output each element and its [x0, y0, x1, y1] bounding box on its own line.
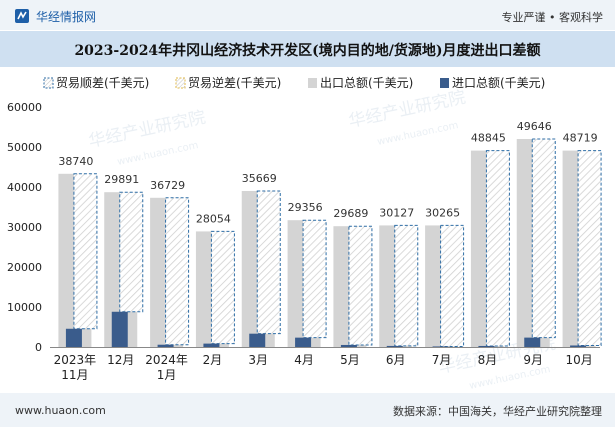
y-tick-label: 50000 [7, 141, 42, 154]
data-label: 30265 [425, 206, 460, 219]
x-tick-label: 12月 [107, 353, 134, 367]
import-bar [524, 337, 541, 347]
x-tick-label: 10月 [565, 353, 592, 367]
surplus-bar [119, 191, 144, 313]
import-bar [203, 343, 220, 347]
surplus-bar [210, 230, 235, 345]
legend: 贸易顺差(千美元) 贸易逆差(千美元) 出口总额(千美元) 进口总额(千美元) [43, 75, 545, 90]
legend-label: 贸易逆差(千美元) [188, 75, 281, 90]
watermark-url: www.huaon.com [376, 120, 459, 148]
huajing-logo-icon [15, 9, 29, 23]
chart-title: 2023-2024年井冈山经济技术开发区(境内目的地/货源地)月度进出口差额 [74, 43, 541, 59]
tagline: 专业严谨 • 客观科学 [501, 11, 603, 24]
x-tick-label: 2024年 [145, 353, 188, 367]
data-label: 38740 [58, 155, 93, 168]
data-label: 35669 [242, 172, 277, 185]
y-tick-label: 30000 [7, 221, 42, 234]
import-bar [478, 345, 495, 347]
y-tick-label: 20000 [7, 261, 42, 274]
brand-name: 华经情报网 [36, 10, 97, 24]
import-bar [295, 337, 312, 347]
data-label: 48719 [563, 132, 598, 145]
bar-group: 38740 29891 36729 28054 35669 29356 29689 30127… [58, 120, 602, 347]
import-bar [157, 344, 174, 347]
data-label: 29891 [104, 173, 139, 186]
import-bar [570, 345, 587, 347]
surplus-bar [302, 219, 327, 339]
bar-chart: 华经产业研究院 www.huaon.com 华经产业研究院 www.huaon.… [7, 75, 602, 392]
data-label: 29356 [288, 201, 323, 214]
y-axis: 0 10000 20000 30000 40000 50000 60000 [7, 101, 42, 354]
surplus-bar [348, 225, 373, 346]
surplus-bar [485, 150, 510, 347]
legend-label: 出口总额(千美元) [320, 76, 413, 90]
y-tick-label: 40000 [7, 181, 42, 194]
x-tick-label: 3月 [248, 353, 268, 367]
y-tick-label: 60000 [7, 101, 42, 114]
import-bar [249, 333, 266, 347]
footer-website: www.huaon.com [15, 404, 106, 417]
y-tick-label: 10000 [7, 301, 42, 314]
top-bar: 华经情报网 专业严谨 • 客观科学 [0, 0, 615, 30]
watermark-url: www.huaon.com [116, 140, 199, 168]
import-bar [65, 328, 82, 347]
x-tick-label: 6月 [386, 353, 406, 367]
data-label: 29689 [333, 207, 368, 220]
import-bar [432, 346, 449, 347]
footer-source: 数据来源：中国海关，华经产业研究院整理 [393, 405, 602, 418]
import-bar [386, 345, 403, 347]
surplus-bar [256, 190, 281, 335]
data-label: 48845 [471, 132, 506, 145]
data-label: 30127 [379, 206, 414, 219]
data-label: 36729 [150, 179, 185, 192]
legend-swatch-import [440, 78, 449, 88]
legend-swatch-deficit [175, 77, 186, 89]
import-bar [340, 344, 357, 347]
y-tick-label: 0 [35, 341, 42, 354]
x-tick-label: 9月 [523, 353, 543, 367]
data-label: 28054 [196, 212, 231, 225]
x-tick-label: 4月 [294, 353, 314, 367]
import-bar [111, 311, 128, 347]
surplus-bar [73, 173, 98, 330]
surplus-bar [165, 197, 190, 346]
x-tick-label: 1月 [157, 368, 177, 382]
legend-label: 贸易顺差(千美元) [56, 76, 149, 90]
surplus-bar [394, 224, 419, 347]
title-bar: 2023-2024年井冈山经济技术开发区(境内目的地/货源地)月度进出口差额 [0, 31, 615, 67]
data-label: 49646 [517, 120, 552, 133]
legend-label: 进口总额(千美元) [452, 76, 545, 90]
x-tick-label: 5月 [340, 353, 360, 367]
x-tick-label: 7月 [432, 353, 452, 367]
surplus-bar [440, 224, 465, 347]
legend-swatch-export [308, 78, 317, 88]
x-tick-label: 2023年 [54, 353, 97, 367]
footer: www.huaon.com 数据来源：中国海关，华经产业研究院整理 [0, 393, 615, 427]
x-tick-label: 8月 [478, 353, 498, 367]
x-tick-label: 11月 [61, 368, 88, 382]
x-tick-label: 2月 [203, 353, 223, 367]
surplus-bar [577, 150, 602, 346]
surplus-bar [531, 138, 556, 339]
legend-swatch-surplus [43, 77, 54, 89]
